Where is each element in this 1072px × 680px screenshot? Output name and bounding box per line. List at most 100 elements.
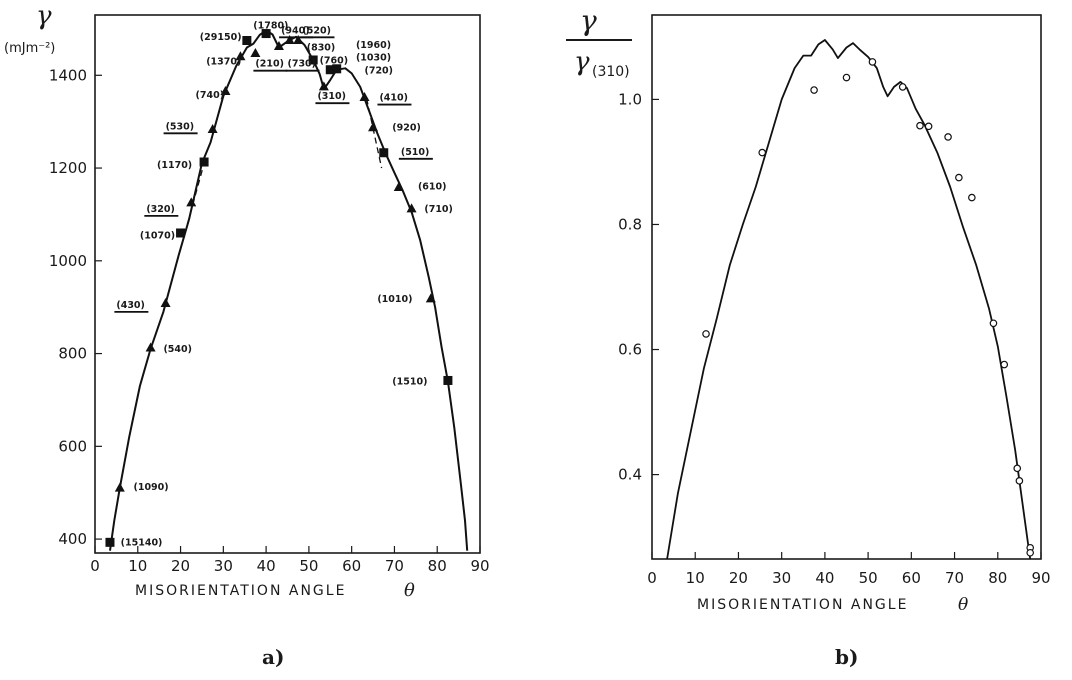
panel-a-plane-label: (15140): [121, 537, 163, 548]
panel-a-plane-label: (740): [196, 90, 225, 101]
panel-a-dashed-segment: [366, 98, 383, 169]
panel-a-xtick-label: 80: [428, 557, 447, 575]
panel-a-plane-label: (1010): [377, 294, 412, 305]
panel-a-ytick-label: 600: [58, 437, 87, 455]
panel-a-ytick-label: 1200: [49, 159, 87, 177]
panel-a-marker-triangle: [318, 81, 329, 91]
panel-a-plane-label: (920): [392, 123, 421, 134]
panel-a-plane-label: (540): [163, 344, 192, 355]
panel-a-plane-label: (720): [365, 66, 394, 77]
panel-a-xtick-label: 40: [257, 557, 276, 575]
panel-a-plane-label: (1090): [134, 482, 169, 493]
caption-b: b): [835, 645, 858, 669]
panel-b-xtick-label: 50: [859, 569, 878, 587]
panel-b-data-point: [758, 148, 767, 157]
panel-b-xtick-label: 10: [686, 569, 705, 587]
panel-b-xtick-label: 0: [647, 569, 657, 587]
panel-b-ytick-label: 0.6: [618, 341, 642, 359]
panel-a-plane-label: (610): [418, 182, 447, 193]
panel-a-marker-triangle: [145, 342, 156, 352]
panel-a-ylabel-symbol: γ: [36, 1, 52, 31]
panel-b-data-point: [968, 193, 976, 202]
panel-a-xlabel: MISORIENTATION ANGLE: [135, 583, 346, 599]
panel-a-plane-label: (210): [255, 59, 284, 70]
panel-a-marker-triangle: [160, 297, 171, 307]
panel-b-fit-curve: [666, 39, 1032, 560]
panel-a-plane-label: (430): [116, 300, 145, 311]
panel-a-xtick-label: 30: [214, 557, 233, 575]
panel-b-xtick-label: 90: [1031, 569, 1050, 587]
panel-b-xlabel-theta: θ: [958, 595, 968, 615]
panel-b-data-point: [898, 83, 907, 91]
panel-a-xtick-label: 10: [128, 557, 147, 575]
panel-a-marker-triangle: [186, 197, 197, 207]
panel-a-plane-label: (1780): [253, 21, 288, 32]
panel-a-marker-square: [443, 375, 453, 385]
panel-b-data-point: [916, 121, 924, 130]
panel-b-ylabel-subscript: (310): [592, 64, 630, 80]
panel-b-data-point: [1026, 548, 1034, 557]
panel-b-data-point: [989, 319, 998, 328]
panel-a-marker-triangle: [368, 122, 379, 132]
panel-b-ylabel-numerator: γ: [580, 4, 597, 37]
panel-b-xtick-label: 20: [729, 569, 748, 587]
panel-a-xtick-label: 60: [342, 557, 361, 575]
panel-a-marker-triangle: [425, 293, 436, 303]
panel-a-plane-label: (940): [281, 25, 310, 36]
panel-a-ytick-label: 400: [58, 530, 87, 548]
panel-a-plane-label: (710): [424, 204, 453, 215]
panel-a-xtick-label: 0: [90, 557, 100, 575]
panel-a-marker-triangle: [273, 41, 284, 51]
panel-a-marker-square: [379, 148, 389, 158]
panel-a-plane-label: (730): [288, 59, 317, 70]
panel-b-data-point: [944, 133, 952, 141]
panel-b-data-point: [810, 86, 818, 94]
panel-b-ytick-label: 1.0: [618, 90, 642, 108]
panel-b-points: [702, 58, 1034, 557]
panel-a-plane-label: (530): [166, 121, 195, 132]
panel-a-marker-triangle: [250, 47, 261, 57]
panel-b-data-point: [924, 122, 933, 131]
panel-b-data-point: [842, 73, 851, 82]
panel-b-chart: 0 10 20 30 40 50 60 70 80 90 0.4 0.6 0.8 1.0 γ γ (310…: [566, 4, 1051, 615]
panel-a-marker-square: [105, 537, 115, 547]
panel-a-plane-label: (310): [317, 91, 346, 102]
panel-a-ticks: 0 10 20 30 40 50 60 70 80 90 400 600 800 1000 1200 1400: [49, 66, 490, 575]
panel-a-marker-square: [261, 29, 271, 39]
panel-a-fit-curve: [109, 29, 469, 551]
panel-b-xtick-label: 40: [815, 569, 834, 587]
panel-b-ticks: 0 10 20 30 40 50 60 70 80 90 0.4 0.6 0.8 1.0: [618, 90, 1050, 587]
panel-a-plane-label: (1510): [392, 376, 427, 387]
panel-b-data-point: [955, 173, 963, 182]
panel-b-xtick-label: 80: [988, 569, 1007, 587]
panel-b-ytick-label: 0.8: [618, 215, 642, 233]
panel-a-plane-label: (520): [302, 25, 331, 36]
panel-b-xtick-label: 30: [772, 569, 791, 587]
panel-a-plane-label: (1960): [356, 40, 391, 51]
panel-b-data-point: [702, 330, 710, 338]
panel-a-xtick-label: 50: [299, 557, 318, 575]
panel-b-data-point: [1015, 477, 1024, 485]
panel-a-marker-triangle: [220, 86, 231, 96]
panel-a-plane-label: (1030): [356, 53, 391, 64]
panel-b-ytick-label: 0.4: [618, 466, 642, 484]
panel-a-marker-square: [325, 65, 335, 75]
panel-a-marker-square: [308, 55, 318, 65]
panel-a-plane-label: (830): [307, 42, 336, 53]
panel-a-marker-triangle: [235, 51, 246, 61]
panel-a-marker-triangle: [284, 35, 295, 45]
panel-a-dashed-lines: [173, 98, 383, 273]
panel-a-marker-square: [176, 228, 186, 238]
panel-a-xtick-label: 90: [470, 557, 489, 575]
panel-a-ytick-label: 1400: [49, 66, 87, 84]
panel-a-plane-label: (1170): [157, 160, 192, 171]
panel-a-ytick-label: 1000: [49, 252, 87, 270]
panel-a-marker-triangle: [359, 92, 370, 102]
panel-a-dashed-segment: [173, 163, 205, 273]
panel-a-plane-label: (320): [146, 204, 175, 215]
panel-b-data-point: [868, 58, 877, 66]
panel-b-ylabel-denominator: γ: [574, 47, 590, 77]
panel-a-marker-triangle: [406, 203, 417, 213]
panel-a-marker-square: [242, 36, 252, 46]
